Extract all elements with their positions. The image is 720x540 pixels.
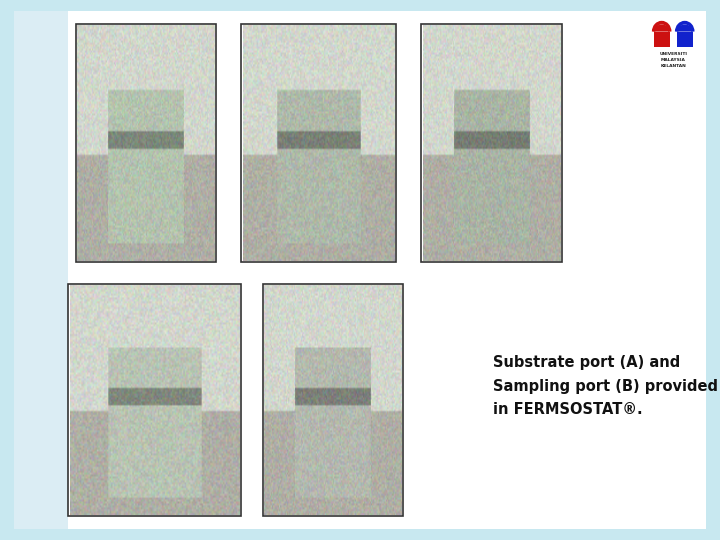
Text: (A): (A) — [79, 30, 99, 43]
Text: B: B — [266, 289, 275, 302]
Text: KELANTAN: KELANTAN — [660, 64, 686, 69]
Bar — [68, 284, 241, 516]
Bar — [677, 32, 693, 47]
Bar — [76, 24, 216, 262]
Text: A: A — [72, 289, 81, 302]
Bar — [14, 11, 68, 529]
Text: (C): (C) — [425, 30, 444, 43]
Text: (B): (B) — [245, 30, 264, 43]
Text: UNIVERSITI: UNIVERSITI — [660, 52, 687, 56]
Bar — [241, 24, 396, 262]
Bar — [263, 284, 403, 516]
Wedge shape — [677, 24, 693, 32]
Text: Substrate port (A) and
Sampling port (B) provided
in FERMSOSTAT®.: Substrate port (A) and Sampling port (B)… — [493, 355, 719, 417]
Wedge shape — [654, 24, 670, 32]
Bar — [421, 24, 562, 262]
Bar — [654, 32, 670, 47]
Text: MALAYSIA: MALAYSIA — [661, 58, 685, 62]
